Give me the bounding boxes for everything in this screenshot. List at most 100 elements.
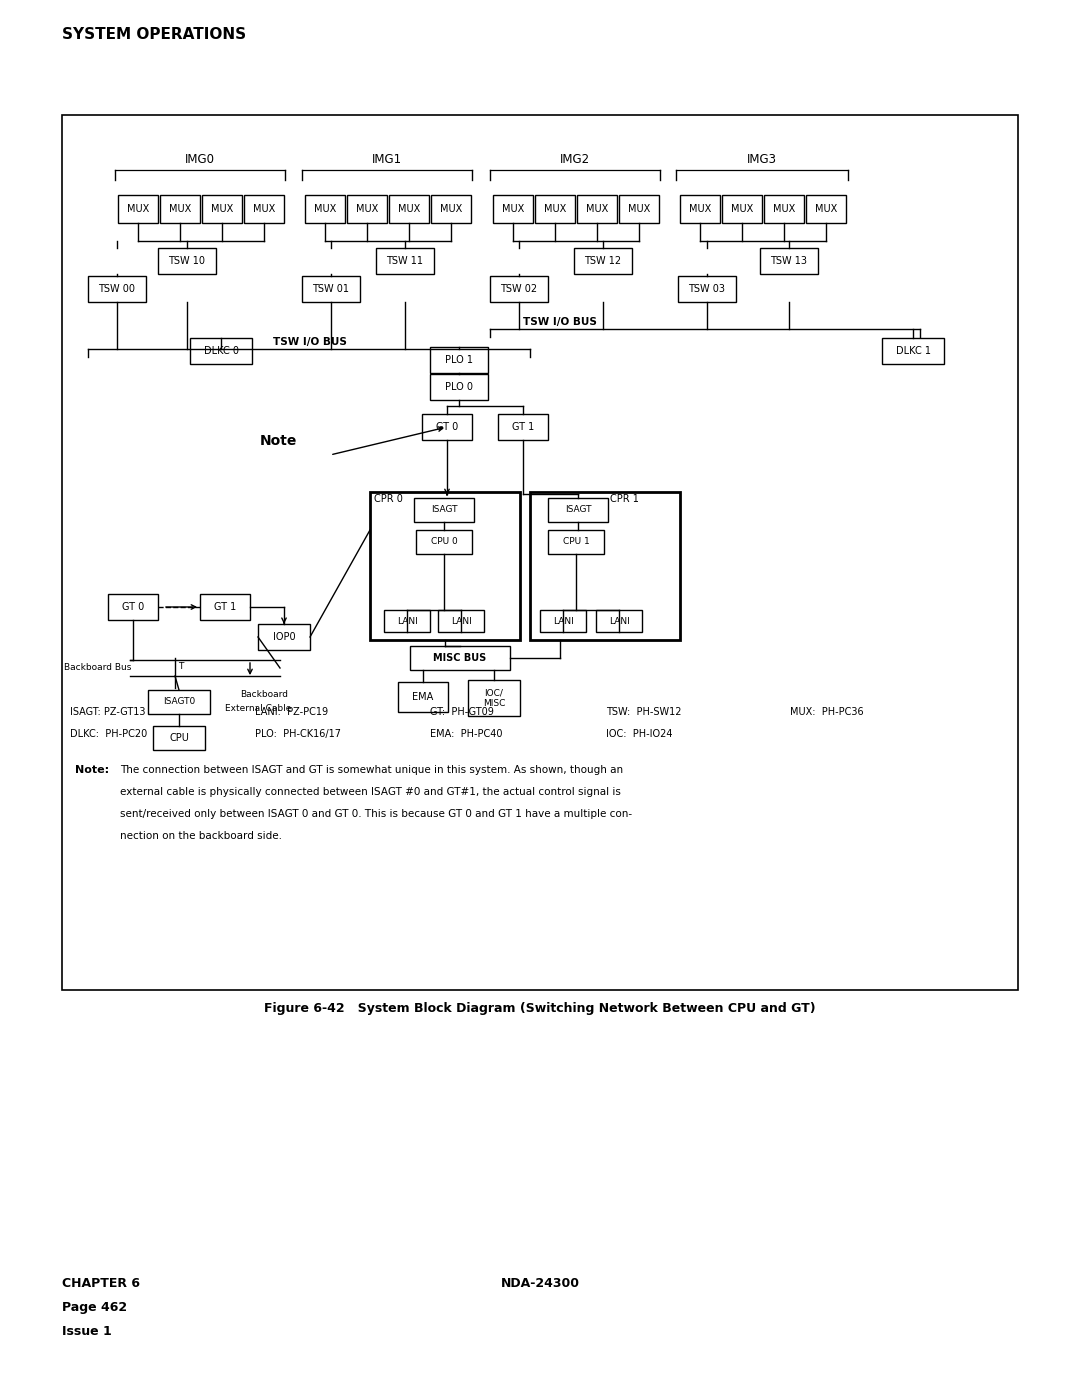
Text: MUX: MUX xyxy=(126,204,149,214)
Text: GT 0: GT 0 xyxy=(436,422,458,432)
Text: MUX: MUX xyxy=(253,204,275,214)
Bar xyxy=(200,594,249,620)
Text: TSW 12: TSW 12 xyxy=(584,256,622,265)
Text: MUX: MUX xyxy=(689,204,711,214)
Bar xyxy=(384,610,430,631)
Text: MUX: MUX xyxy=(627,204,650,214)
Text: DLKC:  PH-PC20: DLKC: PH-PC20 xyxy=(70,729,147,739)
Bar xyxy=(430,374,488,400)
Bar xyxy=(416,529,472,555)
Text: TSW 13: TSW 13 xyxy=(770,256,808,265)
Text: IOC/
MISC: IOC/ MISC xyxy=(483,689,505,708)
Text: TSW 03: TSW 03 xyxy=(689,284,726,293)
Bar xyxy=(370,492,519,640)
Text: MUX: MUX xyxy=(168,204,191,214)
Text: TSW 01: TSW 01 xyxy=(312,284,350,293)
Bar xyxy=(153,726,205,750)
Bar xyxy=(302,277,360,302)
Text: IMG1: IMG1 xyxy=(372,154,402,166)
Text: LANI:  PZ-PC19: LANI: PZ-PC19 xyxy=(255,707,328,717)
Text: NDA-24300: NDA-24300 xyxy=(500,1277,580,1289)
Bar xyxy=(422,414,472,440)
Bar xyxy=(535,196,575,224)
Bar xyxy=(430,346,488,373)
Text: TSW 00: TSW 00 xyxy=(98,284,135,293)
Text: CPR 1: CPR 1 xyxy=(610,495,639,504)
Bar xyxy=(62,115,1018,990)
Bar xyxy=(389,196,429,224)
Text: EMA:  PH-PC40: EMA: PH-PC40 xyxy=(430,729,502,739)
Bar xyxy=(492,196,534,224)
Text: MUX: MUX xyxy=(440,204,462,214)
Bar xyxy=(244,196,284,224)
Bar xyxy=(438,610,484,631)
Text: TSW I/O BUS: TSW I/O BUS xyxy=(273,337,347,346)
Text: MUX: MUX xyxy=(314,204,336,214)
Text: Backboard Bus: Backboard Bus xyxy=(64,664,132,672)
Bar xyxy=(160,196,200,224)
Text: IOC:  PH-IO24: IOC: PH-IO24 xyxy=(606,729,673,739)
Bar xyxy=(490,277,548,302)
Text: nection on the backboard side.: nection on the backboard side. xyxy=(120,831,282,841)
Text: GT 1: GT 1 xyxy=(214,602,237,612)
Bar xyxy=(548,529,604,555)
Text: MUX: MUX xyxy=(211,204,233,214)
Bar xyxy=(108,594,158,620)
Text: EMA: EMA xyxy=(413,692,434,703)
Text: IOP0: IOP0 xyxy=(272,631,295,643)
Bar xyxy=(148,690,210,714)
Bar xyxy=(347,196,387,224)
Bar xyxy=(678,277,735,302)
Bar xyxy=(764,196,804,224)
Bar xyxy=(619,196,659,224)
Text: MISC BUS: MISC BUS xyxy=(433,652,487,664)
Bar xyxy=(410,645,510,671)
Bar xyxy=(573,249,632,274)
Text: T: T xyxy=(178,662,184,671)
Text: MUX: MUX xyxy=(731,204,753,214)
Bar xyxy=(882,338,944,365)
Bar xyxy=(158,249,216,274)
Text: LANI: LANI xyxy=(609,616,630,626)
Bar xyxy=(540,610,586,631)
Bar xyxy=(190,338,252,365)
Text: MUX: MUX xyxy=(397,204,420,214)
Text: MUX:  PH-PC36: MUX: PH-PC36 xyxy=(789,707,864,717)
Text: Page 462: Page 462 xyxy=(62,1301,127,1315)
Text: Note: Note xyxy=(260,434,297,448)
Text: IMG2: IMG2 xyxy=(559,154,590,166)
Text: DLKC 0: DLKC 0 xyxy=(203,346,239,356)
Text: PLO:  PH-CK16/17: PLO: PH-CK16/17 xyxy=(255,729,341,739)
Bar xyxy=(202,196,242,224)
Text: Figure 6-42   System Block Diagram (Switching Network Between CPU and GT): Figure 6-42 System Block Diagram (Switch… xyxy=(265,1002,815,1016)
Text: CHAPTER 6: CHAPTER 6 xyxy=(62,1277,140,1289)
Text: MUX: MUX xyxy=(544,204,566,214)
Text: CPR 0: CPR 0 xyxy=(374,495,403,504)
Text: external cable is physically connected between ISAGT #0 and GT#1, the actual con: external cable is physically connected b… xyxy=(120,787,621,798)
Bar xyxy=(498,414,548,440)
Text: ISAGT: ISAGT xyxy=(565,506,591,514)
Text: MUX: MUX xyxy=(502,204,524,214)
Text: Backboard: Backboard xyxy=(240,690,288,698)
Text: sent/received only between ISAGT 0 and GT 0. This is because GT 0 and GT 1 have : sent/received only between ISAGT 0 and G… xyxy=(120,809,632,819)
Text: TSW I/O BUS: TSW I/O BUS xyxy=(523,317,597,327)
Text: TSW 11: TSW 11 xyxy=(387,256,423,265)
Text: TSW 02: TSW 02 xyxy=(500,284,538,293)
Bar xyxy=(414,497,474,522)
Text: External Cable: External Cable xyxy=(225,704,292,712)
Bar xyxy=(87,277,146,302)
Text: CPU 0: CPU 0 xyxy=(431,538,457,546)
Text: LANI: LANI xyxy=(396,616,417,626)
Text: ISAGT: ISAGT xyxy=(431,506,457,514)
Bar xyxy=(118,196,158,224)
Bar xyxy=(399,682,448,712)
Bar xyxy=(723,196,762,224)
Text: IMG0: IMG0 xyxy=(185,154,215,166)
Text: PLO 1: PLO 1 xyxy=(445,355,473,365)
Text: CPU: CPU xyxy=(170,733,189,743)
Bar xyxy=(806,196,846,224)
Bar xyxy=(680,196,720,224)
Text: The connection between ISAGT and GT is somewhat unique in this system. As shown,: The connection between ISAGT and GT is s… xyxy=(120,766,623,775)
Text: ISAGT: PZ-GT13: ISAGT: PZ-GT13 xyxy=(70,707,146,717)
Text: PLO 0: PLO 0 xyxy=(445,381,473,393)
